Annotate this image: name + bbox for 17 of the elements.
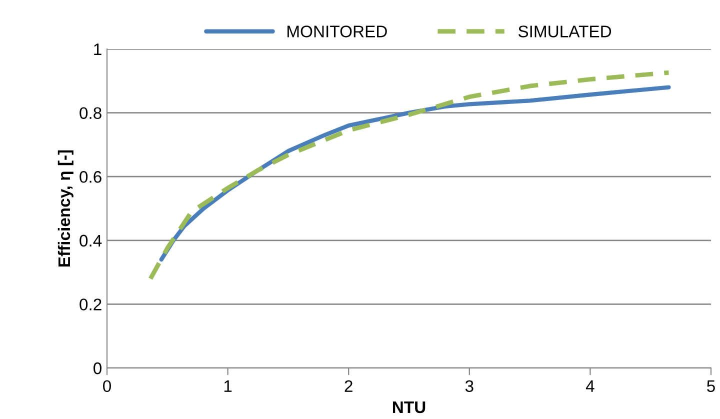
line-series — [148, 70, 671, 281]
legend-label: MONITORED — [288, 26, 387, 38]
x-axis-title: NTU — [392, 402, 426, 414]
y-tick-label: 0.6 — [80, 171, 102, 183]
y-tick-label: 0.4 — [80, 234, 102, 247]
y-tick-label: 0.8 — [80, 107, 102, 120]
x-tick-label: 0 — [103, 380, 111, 392]
legend-label: SIMULATED — [518, 26, 612, 38]
x-tick-label: 3 — [465, 380, 474, 392]
y-tick-label: 0 — [94, 362, 102, 374]
x-tick-label: 4 — [586, 380, 594, 392]
y-axis-title: Efficiency, η [-] — [58, 150, 74, 266]
x-tick-label: 1 — [224, 380, 232, 392]
y-tick-label: 1 — [94, 44, 102, 56]
y-tick-label: 0.2 — [80, 298, 102, 310]
x-tick-label: 5 — [707, 380, 715, 392]
x-tick-label: 2 — [344, 380, 352, 392]
